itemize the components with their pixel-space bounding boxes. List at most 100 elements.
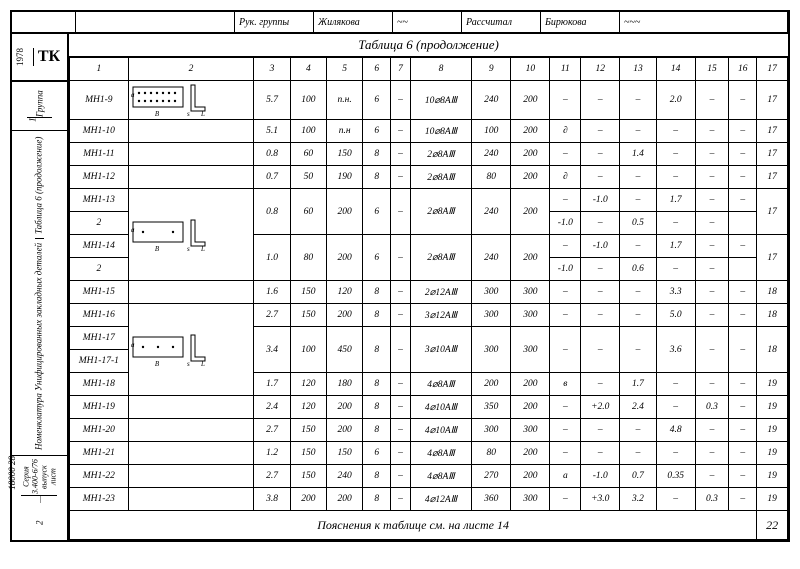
cell: 10⌀8АⅢ	[410, 81, 471, 120]
part-id: МН1-19	[70, 396, 129, 419]
cell: 8	[363, 166, 391, 189]
cell: –	[695, 327, 729, 373]
cell: 0.7	[254, 166, 290, 189]
cell: 17	[757, 143, 788, 166]
cell: –	[729, 166, 757, 189]
cell: 4⌀10АⅢ	[410, 396, 471, 419]
cell: 150	[290, 281, 326, 304]
part-id: МН1-21	[70, 442, 129, 465]
diagram-cell	[128, 281, 254, 304]
cell: 200	[511, 189, 550, 235]
cell: 3.2	[620, 488, 656, 511]
cell: 150	[290, 419, 326, 442]
cell: –	[695, 143, 729, 166]
cell: –	[391, 488, 411, 511]
cell: 8	[363, 396, 391, 419]
cell: –	[581, 120, 620, 143]
svg-text:s: s	[187, 110, 190, 118]
cell: 150	[290, 442, 326, 465]
col-header: 15	[695, 58, 729, 81]
cell: –	[550, 419, 581, 442]
cell: 200	[511, 235, 550, 281]
cell: 2.4	[620, 396, 656, 419]
table-row: МН1-105.1100п.н6–10⌀8АⅢ100200∂–––––17	[70, 120, 788, 143]
cell: –	[581, 143, 620, 166]
cell: 18	[757, 304, 788, 327]
col-header: 12	[581, 58, 620, 81]
cell: –	[620, 281, 656, 304]
cell: 6	[363, 235, 391, 281]
diagram-cell: В s L а	[128, 304, 254, 396]
cell: 100	[290, 327, 326, 373]
cell: 2.7	[254, 419, 290, 442]
cell: –	[550, 235, 581, 258]
col-header: 13	[620, 58, 656, 81]
cell: 4⌀10АⅢ	[410, 419, 471, 442]
left-title-block: 1978 ТК 1 Группа Номенклатура Унифициров…	[12, 34, 69, 540]
cell: 150	[327, 143, 363, 166]
cell: 2.7	[254, 304, 290, 327]
col-header: 17	[757, 58, 788, 81]
col-header: 6	[363, 58, 391, 81]
svg-text:а: а	[131, 226, 135, 234]
cell: –	[729, 81, 757, 120]
cell: –	[695, 465, 729, 488]
cell: 0.3	[695, 396, 729, 419]
col-header: 10	[511, 58, 550, 81]
cell: –	[620, 327, 656, 373]
svg-text:В: В	[155, 245, 160, 253]
cell: 6	[363, 442, 391, 465]
part-id: МН1-23	[70, 488, 129, 511]
cell: 360	[472, 488, 511, 511]
cell: –	[656, 396, 695, 419]
cell: 50	[290, 166, 326, 189]
cell: 240	[472, 81, 511, 120]
cell: –	[620, 442, 656, 465]
cell: 3.3	[656, 281, 695, 304]
cell: –	[391, 304, 411, 327]
cell: 5.7	[254, 81, 290, 120]
cell: –	[695, 166, 729, 189]
cell: 190	[327, 166, 363, 189]
cell: –	[729, 442, 757, 465]
cell: 300	[511, 419, 550, 442]
cell: –	[620, 120, 656, 143]
cell: –	[581, 373, 620, 396]
cell: 270	[472, 465, 511, 488]
cell: 1.2	[254, 442, 290, 465]
cell: 150	[290, 465, 326, 488]
col-header: 2	[128, 58, 254, 81]
col-header: 16	[729, 58, 757, 81]
col-header: 11	[550, 58, 581, 81]
cell: 200	[327, 396, 363, 419]
diagram-cell: В s L а	[128, 81, 254, 120]
cell: 1.7	[656, 235, 695, 258]
cell: –	[550, 327, 581, 373]
cell: 2	[70, 258, 129, 281]
cell: 17	[757, 81, 788, 120]
cell: 3⌀12АⅢ	[410, 304, 471, 327]
cell: –	[620, 166, 656, 189]
cell: 19	[757, 373, 788, 396]
diagram-cell	[128, 419, 254, 442]
svg-text:s: s	[187, 360, 190, 368]
cell: –	[550, 488, 581, 511]
cell: –	[581, 419, 620, 442]
cell: –	[581, 304, 620, 327]
svg-text:В: В	[155, 110, 160, 118]
cell: –	[729, 281, 757, 304]
cell: –	[581, 212, 620, 235]
cell: 2.7	[254, 465, 290, 488]
table-row: МН1-120.7501908–2⌀8АⅢ80200∂–––––17	[70, 166, 788, 189]
cell: –	[695, 81, 729, 120]
cell: 8	[363, 143, 391, 166]
margin-note: 18000 28	[7, 456, 17, 490]
cell: 3⌀10АⅢ	[410, 327, 471, 373]
cell: 6	[363, 189, 391, 235]
cell: 350	[472, 396, 511, 419]
cell: 200	[327, 304, 363, 327]
cell: 8	[363, 373, 391, 396]
cell: 0.35	[656, 465, 695, 488]
cell: 17	[757, 189, 788, 235]
diagram-cell	[128, 120, 254, 143]
